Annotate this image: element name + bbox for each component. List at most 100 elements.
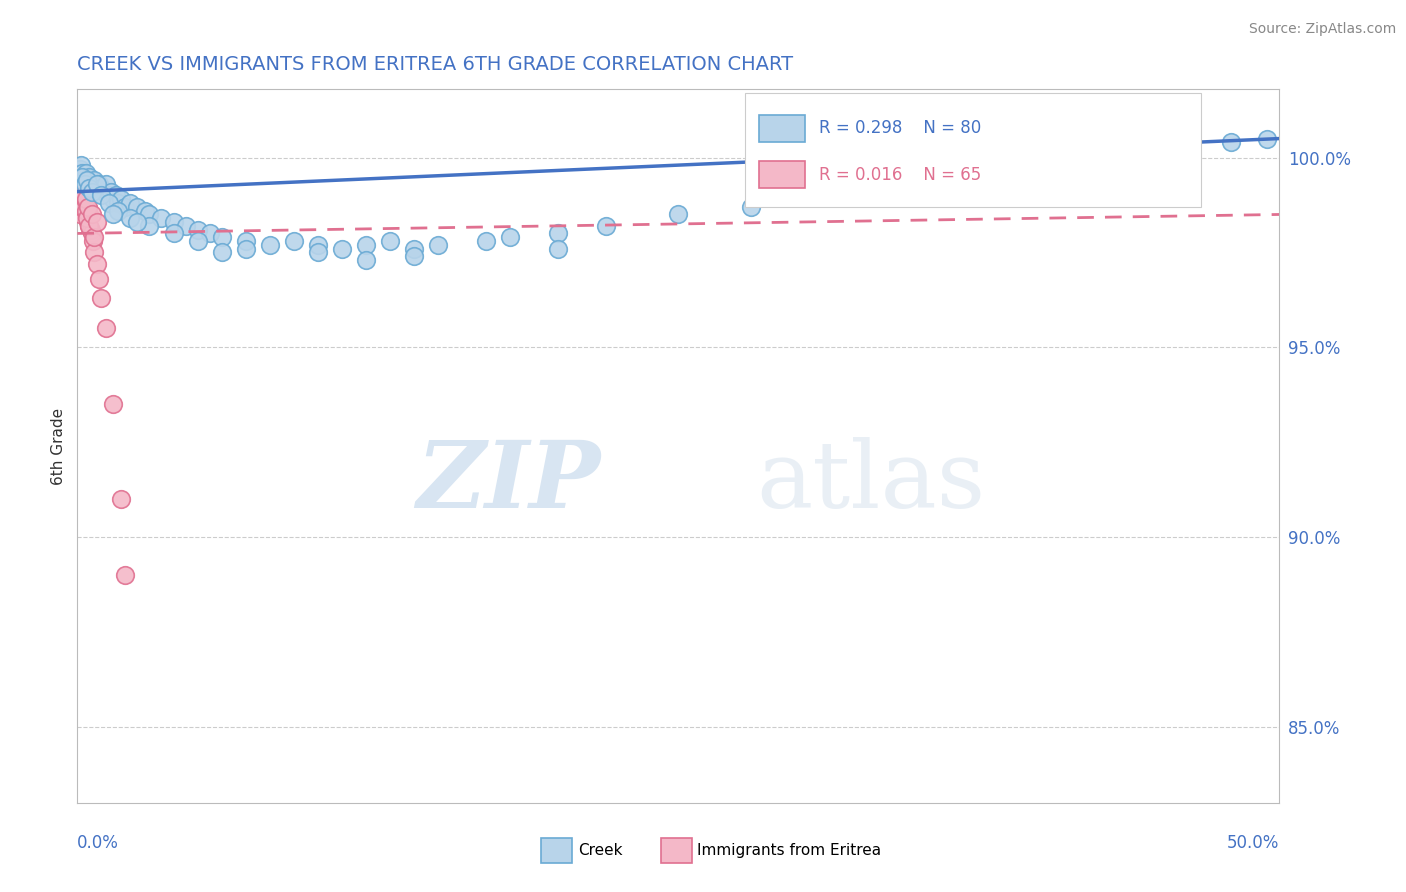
Immigrants from Eritrea	[73, 196, 96, 211]
Creek	[73, 169, 96, 184]
Creek	[72, 169, 94, 184]
Immigrants from Eritrea	[72, 196, 94, 211]
Immigrants from Eritrea	[110, 492, 132, 507]
Text: R = 0.016    N = 65: R = 0.016 N = 65	[820, 166, 981, 184]
Creek	[1076, 151, 1098, 165]
Immigrants from Eritrea	[73, 203, 96, 218]
Creek	[198, 227, 221, 241]
Text: 50.0%: 50.0%	[1227, 834, 1279, 852]
Immigrants from Eritrea	[72, 185, 94, 199]
Creek	[980, 161, 1002, 176]
Creek	[1028, 158, 1050, 172]
Immigrants from Eritrea	[67, 166, 90, 180]
Immigrants from Eritrea	[69, 177, 91, 191]
Creek	[70, 166, 93, 180]
Creek	[97, 196, 120, 211]
Immigrants from Eritrea	[79, 219, 101, 233]
Creek	[1220, 136, 1243, 150]
Creek	[283, 234, 305, 248]
Creek	[120, 196, 142, 211]
Creek	[120, 211, 142, 226]
Text: Source: ZipAtlas.com: Source: ZipAtlas.com	[1249, 22, 1396, 37]
Immigrants from Eritrea	[90, 291, 112, 305]
Creek	[76, 173, 98, 187]
Bar	[759, 115, 804, 142]
Immigrants from Eritrea	[67, 173, 90, 187]
Immigrants from Eritrea	[70, 196, 93, 211]
Creek	[402, 242, 425, 256]
Creek	[103, 192, 125, 206]
Immigrants from Eritrea	[76, 211, 98, 226]
Creek	[86, 181, 108, 195]
Creek	[187, 222, 209, 236]
Creek	[110, 192, 132, 206]
Immigrants from Eritrea	[80, 227, 103, 241]
Creek	[80, 185, 103, 199]
Immigrants from Eritrea	[69, 185, 91, 199]
Immigrants from Eritrea	[83, 230, 105, 244]
Text: Immigrants from Eritrea: Immigrants from Eritrea	[697, 844, 882, 858]
Immigrants from Eritrea	[80, 207, 103, 221]
Immigrants from Eritrea	[70, 173, 93, 187]
Creek	[1173, 143, 1195, 157]
Immigrants from Eritrea	[83, 245, 105, 260]
Creek	[499, 230, 522, 244]
Immigrants from Eritrea	[70, 177, 93, 191]
Immigrants from Eritrea	[77, 200, 100, 214]
Immigrants from Eritrea	[69, 173, 91, 187]
Text: ZIP: ZIP	[416, 437, 600, 526]
Creek	[97, 188, 120, 202]
Immigrants from Eritrea	[69, 181, 91, 195]
Creek	[211, 245, 233, 260]
Creek	[90, 181, 112, 195]
Immigrants from Eritrea	[70, 188, 93, 202]
Immigrants from Eritrea	[79, 222, 101, 236]
Creek	[859, 181, 882, 195]
Creek	[307, 245, 329, 260]
Immigrants from Eritrea	[70, 173, 93, 187]
Creek	[104, 188, 127, 202]
Immigrants from Eritrea	[75, 203, 97, 218]
Creek	[1123, 146, 1146, 161]
Creek	[427, 237, 450, 252]
Immigrants from Eritrea	[69, 177, 91, 191]
Immigrants from Eritrea	[75, 207, 97, 221]
Text: atlas: atlas	[756, 437, 986, 526]
Immigrants from Eritrea	[70, 181, 93, 195]
Immigrants from Eritrea	[69, 169, 91, 184]
Immigrants from Eritrea	[96, 321, 118, 335]
Creek	[69, 161, 91, 176]
Creek	[354, 237, 377, 252]
Creek	[307, 237, 329, 252]
Immigrants from Eritrea	[73, 188, 96, 202]
Creek	[138, 207, 160, 221]
Creek	[86, 177, 108, 191]
Immigrants from Eritrea	[77, 215, 100, 229]
Immigrants from Eritrea	[72, 192, 94, 206]
Creek	[235, 242, 257, 256]
Creek	[547, 242, 569, 256]
Creek	[87, 177, 110, 191]
Immigrants from Eritrea	[76, 211, 98, 226]
Creek	[547, 227, 569, 241]
Creek	[150, 211, 173, 226]
Creek	[378, 234, 401, 248]
Immigrants from Eritrea	[77, 207, 100, 221]
Creek	[174, 219, 197, 233]
Bar	[759, 161, 804, 188]
Creek	[90, 188, 112, 202]
Immigrants from Eritrea	[86, 257, 108, 271]
Immigrants from Eritrea	[75, 192, 97, 206]
Creek	[354, 252, 377, 267]
Immigrants from Eritrea	[69, 166, 91, 180]
Immigrants from Eritrea	[69, 207, 91, 221]
Creek	[475, 234, 498, 248]
Creek	[70, 158, 93, 172]
Creek	[103, 207, 125, 221]
Creek	[668, 207, 690, 221]
Creek	[187, 234, 209, 248]
Immigrants from Eritrea	[70, 188, 93, 202]
Immigrants from Eritrea	[79, 219, 101, 233]
Immigrants from Eritrea	[114, 568, 136, 582]
Immigrants from Eritrea	[69, 177, 91, 191]
